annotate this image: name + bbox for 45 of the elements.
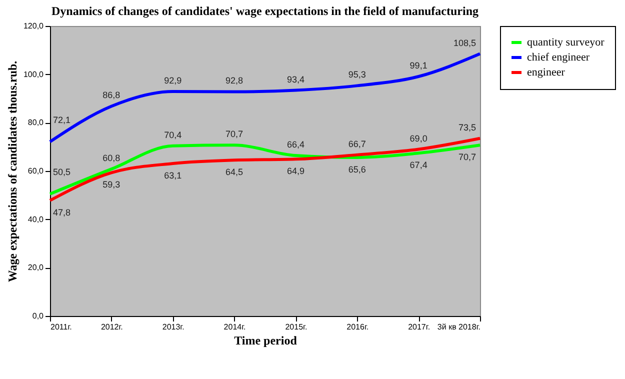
y-tick-label: 40,0 xyxy=(28,214,44,224)
data-label: 95,3 xyxy=(348,70,366,80)
legend-label: chief engineer xyxy=(527,52,590,64)
data-label: 73,5 xyxy=(458,122,476,132)
x-tick-label: 2016г. xyxy=(346,322,369,332)
x-tick-label: 2011г. xyxy=(50,322,72,332)
data-label: 64,5 xyxy=(226,167,244,178)
data-label: 64,9 xyxy=(286,166,304,176)
x-tick-label: 3й кв 2018г. xyxy=(437,322,480,332)
y-tick-label: 20,0 xyxy=(28,263,44,272)
x-tick-label: 2015г. xyxy=(285,322,308,332)
y-tick-label: 60,0 xyxy=(28,166,44,176)
data-label: 93,4 xyxy=(286,74,304,84)
legend-label: engineer xyxy=(527,66,566,78)
y-tick-label: 100,0 xyxy=(23,70,44,79)
data-label: 66,4 xyxy=(286,140,304,150)
data-label: 86,8 xyxy=(102,90,120,100)
x-tick-label: 2013г. xyxy=(162,322,184,332)
data-label: 92,9 xyxy=(164,75,182,86)
y-tick-label: 80,0 xyxy=(28,118,44,128)
data-label: 63,1 xyxy=(164,170,182,181)
data-label: 69,0 xyxy=(410,133,428,144)
data-label: 67,4 xyxy=(410,160,428,170)
data-label: 92,8 xyxy=(226,76,244,86)
x-axis-title: Time period xyxy=(234,334,298,348)
y-tick-label: 120,0 xyxy=(23,22,44,30)
data-label: 59,3 xyxy=(102,180,120,190)
y-tick-label: 0,0 xyxy=(32,312,44,320)
x-tick-label: 2017г. xyxy=(408,322,430,332)
data-label: 72,1 xyxy=(53,114,71,125)
chart-title: Dynamics of changes of candidates' wage expectations in the field of manufacturing xyxy=(52,4,478,18)
data-label: 108,5 xyxy=(453,38,476,48)
data-label: 66,7 xyxy=(348,138,366,149)
data-label: 50,5 xyxy=(53,166,71,177)
x-tick-label: 2014г. xyxy=(224,322,246,332)
data-label: 60,8 xyxy=(102,153,120,164)
data-label: 70,4 xyxy=(164,130,182,140)
data-label: 47,8 xyxy=(53,207,71,218)
legend-label: quantity surveyor xyxy=(527,36,605,48)
data-label: 70,7 xyxy=(458,152,476,162)
data-label: 70,7 xyxy=(226,129,244,140)
x-tick-label: 2012г. xyxy=(100,322,123,332)
y-axis-title: Wage expectations of candidates thous.rub. xyxy=(5,60,20,282)
data-label: 99,1 xyxy=(410,60,428,71)
data-label: 65,6 xyxy=(348,164,366,174)
